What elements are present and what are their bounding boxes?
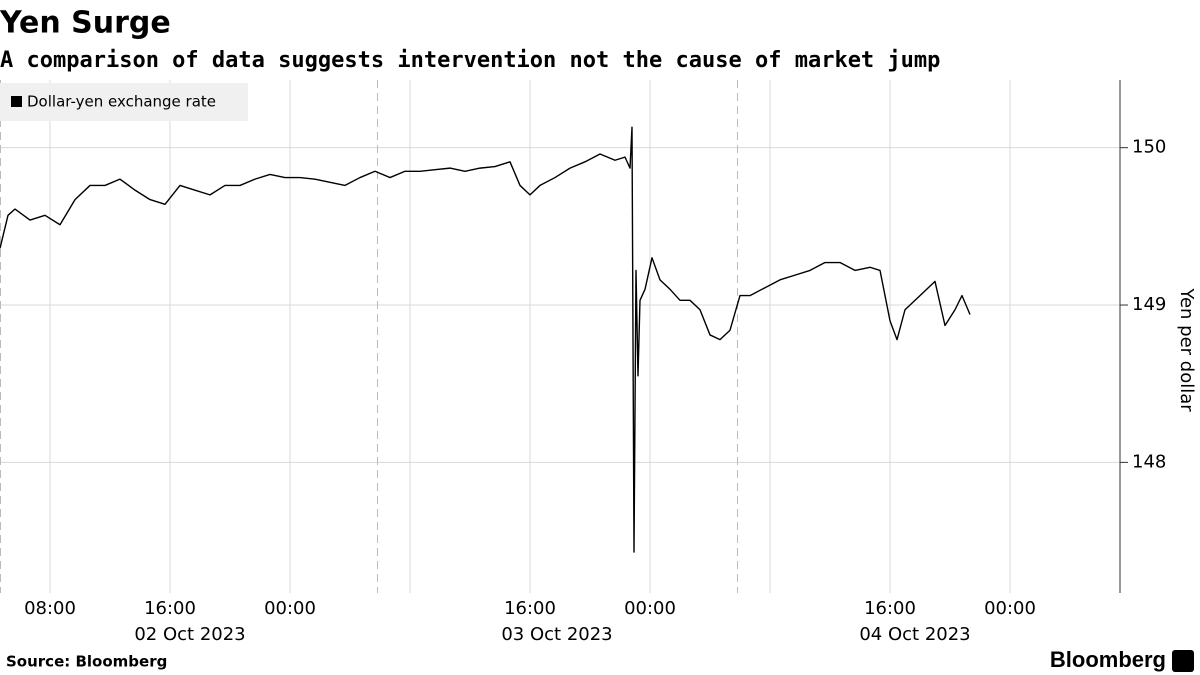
- chart-subtitle: A comparison of data suggests interventi…: [0, 48, 940, 73]
- brand-icon: [1172, 650, 1194, 672]
- legend-box: [0, 83, 248, 121]
- x-tick-label: 08:00: [24, 598, 76, 619]
- x-date-label: 04 Oct 2023: [859, 624, 970, 645]
- x-tick-label: 16:00: [144, 598, 196, 619]
- y-tick-label: 150: [1132, 137, 1166, 158]
- chart-title: Yen Surge: [0, 6, 171, 41]
- y-axis-label: Yen per dollar: [1176, 287, 1197, 412]
- legend-label: Dollar-yen exchange rate: [27, 93, 216, 111]
- x-date-label: 03 Oct 2023: [501, 624, 612, 645]
- y-tick-label: 148: [1132, 451, 1166, 472]
- x-tick-label: 00:00: [984, 598, 1036, 619]
- brand: Bloomberg: [1050, 647, 1166, 672]
- x-tick-label: 16:00: [504, 598, 556, 619]
- series-line: [0, 126, 971, 553]
- x-date-label: 02 Oct 2023: [134, 624, 245, 645]
- x-tick-label: 00:00: [264, 598, 316, 619]
- x-tick-label: 00:00: [624, 598, 676, 619]
- y-tick-label: 149: [1132, 294, 1166, 315]
- legend-swatch: [11, 96, 22, 107]
- source: Source: Bloomberg: [6, 653, 167, 671]
- x-tick-label: 16:00: [864, 598, 916, 619]
